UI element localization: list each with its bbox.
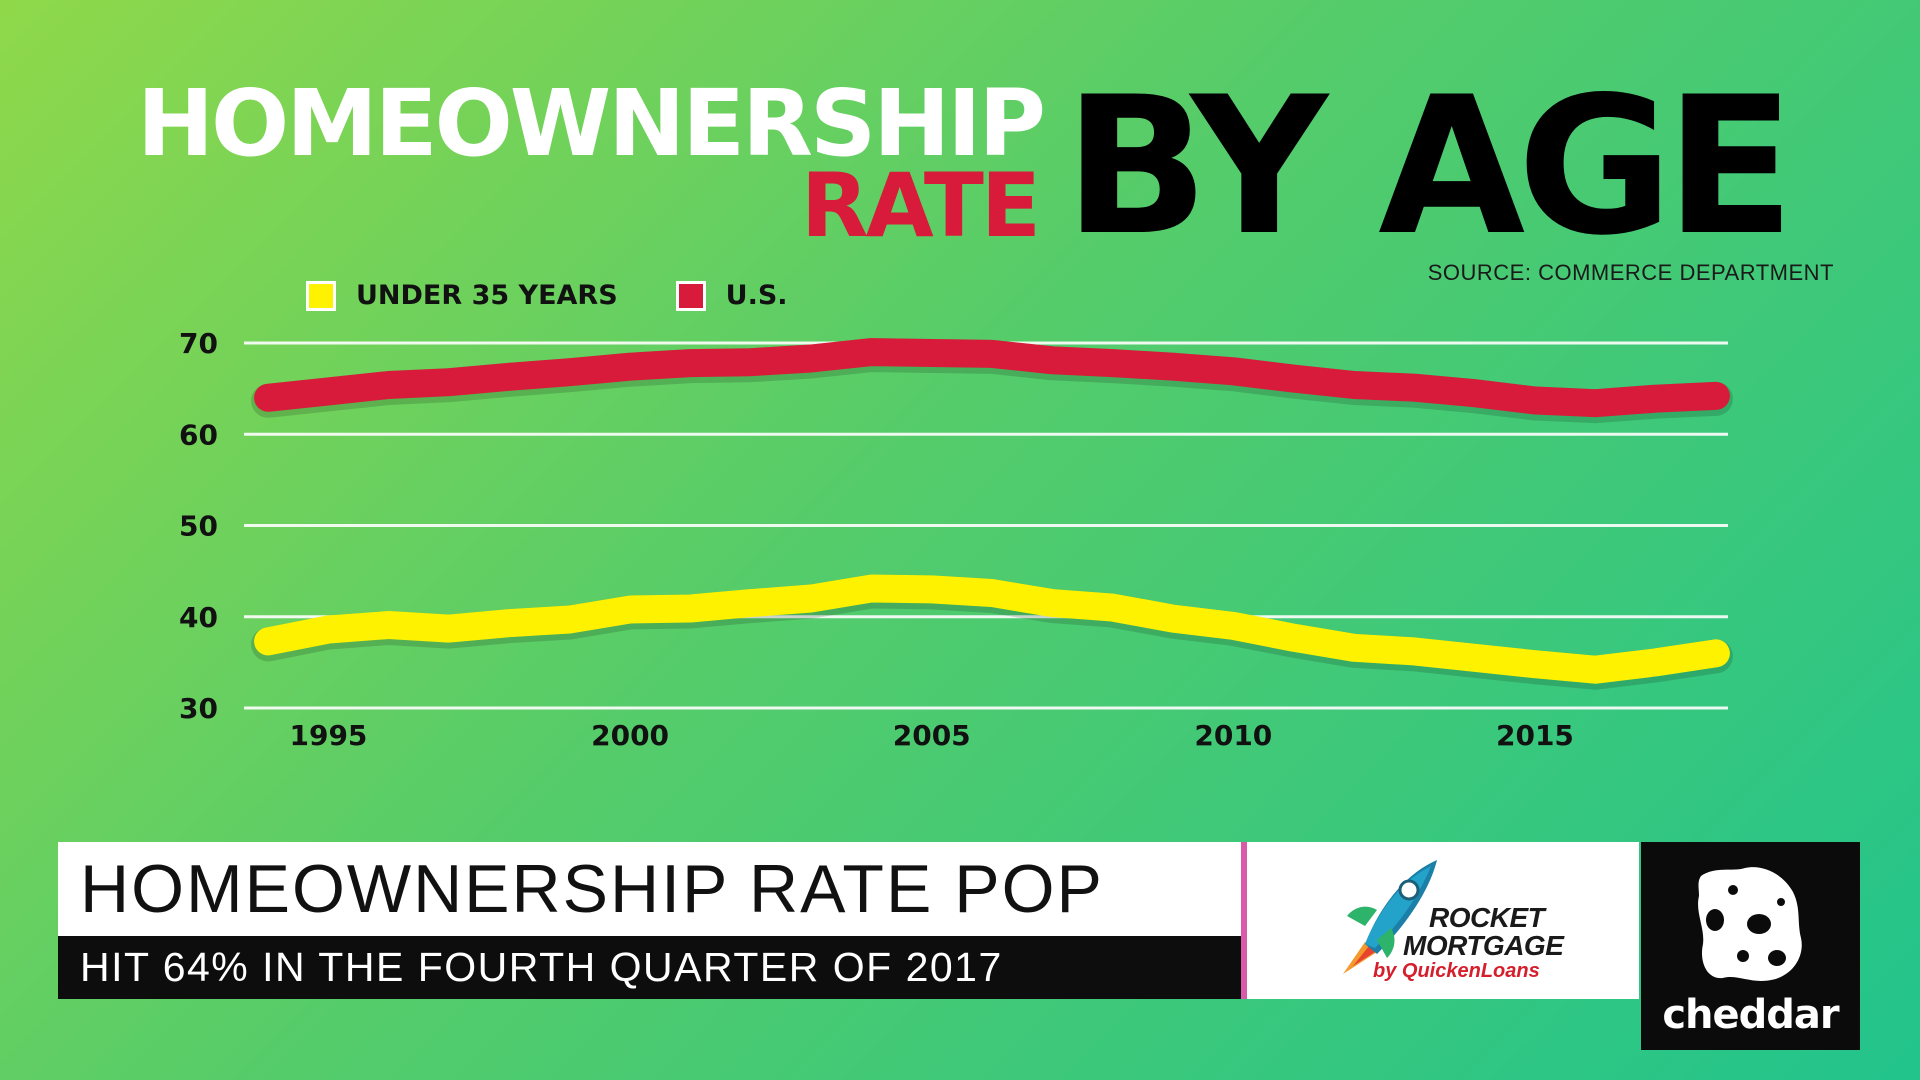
cheddar-cheese-icon	[1698, 867, 1802, 981]
data-point-under-35-years-2009	[1171, 617, 1175, 621]
data-point-under-35-years-1998	[507, 621, 511, 625]
data-point-u-s-2007	[1050, 358, 1054, 362]
data-point-u-s-2009	[1171, 365, 1175, 369]
legend-label-under35: UNDER 35 YEARS	[356, 280, 618, 311]
x-tick-label-1995: 1995	[289, 719, 367, 752]
x-tick-label-2010: 2010	[1194, 719, 1272, 752]
sponsor-text-mortgage: MORTGAGE	[1403, 930, 1564, 961]
data-point-under-35-years-2017	[1654, 660, 1658, 664]
data-point-under-35-years-2011	[1292, 636, 1296, 640]
sponsor-text-quicken: by QuickenLoans	[1373, 960, 1540, 982]
data-point-under-35-years-2018	[1714, 651, 1718, 655]
data-point-u-s-2004	[869, 350, 873, 354]
data-point-u-s-2012	[1352, 383, 1356, 387]
lower-third: HOMEOWNERSHIP RATE POP HIT 64% IN THE FO…	[58, 842, 1241, 999]
data-point-under-35-years-2013	[1412, 649, 1416, 653]
data-point-u-s-2000	[628, 365, 632, 369]
data-point-under-35-years-2008	[1111, 606, 1115, 610]
lower-third-subline: HIT 64% IN THE FOURTH QUARTER OF 2017	[58, 936, 1241, 999]
data-point-u-s-2008	[1111, 361, 1115, 365]
data-point-under-35-years-2014	[1473, 656, 1477, 660]
data-point-under-35-years-2010	[1231, 624, 1235, 628]
y-tick-label-70: 70	[179, 327, 218, 360]
source-credit: SOURCE: COMMERCE DEPARTMENT	[1427, 260, 1834, 285]
y-tick-label-30: 30	[179, 692, 218, 725]
data-point-u-s-1997	[447, 380, 451, 384]
data-point-u-s-2014	[1473, 391, 1477, 395]
data-point-u-s-2002	[749, 360, 753, 364]
data-point-u-s-2016	[1593, 401, 1597, 405]
legend-item-under35: UNDER 35 YEARS	[306, 280, 618, 311]
legend-swatch-us	[675, 280, 706, 311]
legend-item-us: U.S.	[675, 280, 788, 311]
data-point-under-35-years-2006	[990, 591, 994, 595]
chart-title-rate: RATE	[800, 154, 1041, 257]
brand-name: cheddar	[1662, 992, 1839, 1038]
data-point-u-s-1999	[568, 370, 572, 374]
x-tick-label-2000: 2000	[591, 719, 669, 752]
data-point-under-35-years-2004	[869, 587, 873, 590]
data-point-under-35-years-2005	[930, 587, 934, 591]
x-tick-label-2005: 2005	[893, 719, 971, 752]
chart-title-homeownership: HOMEOWNERSHIP	[137, 70, 1046, 177]
sponsor-text-rocket: ROCKET	[1429, 902, 1545, 933]
data-point-u-s-1998	[507, 375, 511, 379]
data-point-under-35-years-2001	[688, 607, 692, 610]
chart-title-by-age: BY AGE	[1064, 56, 1795, 277]
data-point-u-s-1996	[387, 383, 391, 387]
data-point-u-s-2011	[1292, 377, 1296, 381]
data-point-u-s-2006	[990, 352, 994, 356]
data-point-under-35-years-1994	[266, 639, 270, 643]
data-point-u-s-2018	[1714, 394, 1718, 398]
data-point-under-35-years-1997	[447, 627, 451, 631]
data-point-u-s-2001	[688, 361, 692, 365]
lower-third-accent-bar	[1241, 842, 1247, 999]
data-point-u-s-2003	[809, 357, 813, 360]
y-tick-label-50: 50	[179, 510, 218, 543]
y-tick-label-40: 40	[179, 601, 218, 634]
data-point-u-s-2017	[1654, 397, 1658, 401]
legend-label-us: U.S.	[725, 280, 788, 311]
data-point-under-35-years-2000	[628, 608, 632, 611]
data-point-under-35-years-2007	[1050, 601, 1054, 605]
data-point-u-s-1994	[266, 396, 270, 400]
data-point-under-35-years-2002	[749, 601, 753, 605]
data-point-under-35-years-1999	[568, 618, 572, 621]
data-point-under-35-years-2003	[809, 597, 813, 600]
data-point-under-35-years-2012	[1352, 646, 1356, 650]
y-tick-label-60: 60	[179, 418, 218, 451]
line-chart: 30 40 50 60 70 1995 2000 2005 2010 2015	[179, 327, 1733, 752]
data-point-u-s-2005	[930, 351, 934, 355]
legend-swatch-under35	[306, 280, 336, 311]
data-point-under-35-years-1996	[387, 623, 391, 627]
data-point-under-35-years-2015	[1533, 662, 1537, 666]
series-line-under-35-years	[254, 574, 1730, 684]
data-point-under-35-years-2016	[1593, 668, 1597, 672]
data-point-u-s-2015	[1533, 399, 1537, 402]
sponsor-logo-box: ROCKET MORTGAGE by QuickenLoans	[1247, 842, 1639, 999]
chart-legend: UNDER 35 YEARS U.S.	[306, 280, 846, 311]
brand-bug: cheddar	[1641, 842, 1860, 1050]
data-point-under-35-years-1995	[327, 628, 330, 631]
data-point-u-s-2013	[1412, 386, 1416, 390]
x-tick-label-2015: 2015	[1496, 719, 1574, 752]
rocket-icon	[1343, 860, 1437, 974]
data-point-u-s-1995	[327, 389, 330, 393]
data-point-u-s-2010	[1231, 369, 1235, 373]
lower-third-headline: HOMEOWNERSHIP RATE POP	[58, 842, 1241, 936]
